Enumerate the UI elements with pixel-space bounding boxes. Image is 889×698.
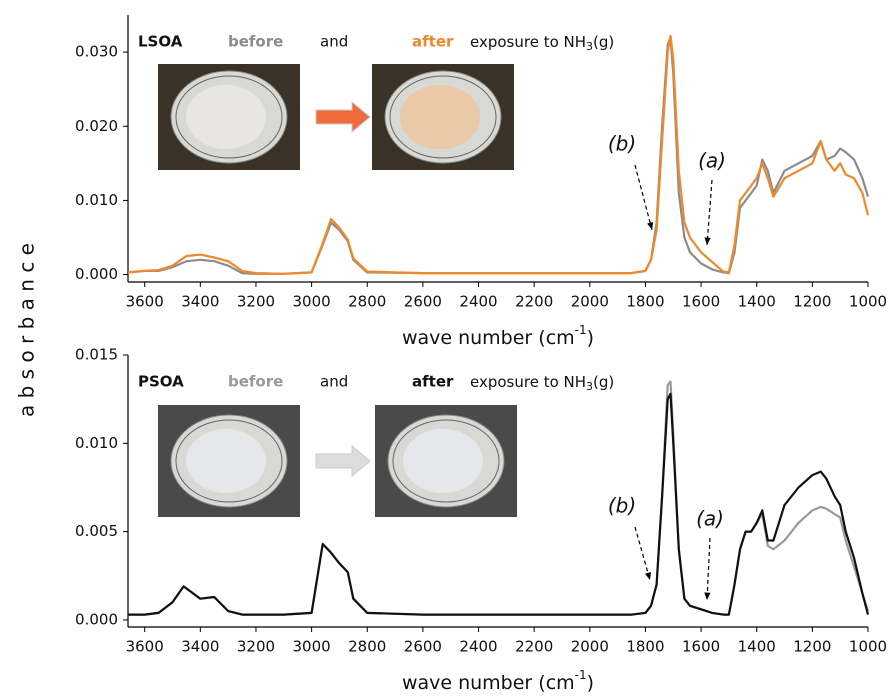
y-tick-label: 0.020 xyxy=(75,117,118,135)
x-tick-label: 1800 xyxy=(626,293,664,311)
x-tick-label: 3200 xyxy=(237,293,275,311)
x-tick-label: 1200 xyxy=(793,293,831,311)
x-tick-label: 1400 xyxy=(738,293,776,311)
annotation-arrow xyxy=(707,538,710,600)
x-axis-label-sup: -1 xyxy=(575,323,587,337)
annotation-arrow xyxy=(635,165,652,230)
x-tick-label: 2800 xyxy=(348,638,386,656)
y-tick-label: 0.015 xyxy=(75,346,118,364)
x-tick-label: 1000 xyxy=(849,638,887,656)
x-tick-label: 2600 xyxy=(404,638,442,656)
exposure-tail: (g) xyxy=(593,33,614,51)
legend-after: after xyxy=(412,33,454,51)
x-axis-label: wave number (cm-1) xyxy=(402,323,594,349)
x-tick-label: 2000 xyxy=(571,638,609,656)
y-tick-label: 0.010 xyxy=(75,434,118,452)
annotation-arrow xyxy=(707,180,712,245)
filter-spot xyxy=(400,85,480,149)
annotation: (b) xyxy=(608,132,636,156)
annotation-arrowhead xyxy=(704,592,710,600)
x-tick-label: 1600 xyxy=(682,293,720,311)
annotation-arrowhead xyxy=(704,237,710,245)
x-tick-label: 3600 xyxy=(126,638,164,656)
x-tick-label: 3400 xyxy=(181,638,219,656)
x-tick-label: 1800 xyxy=(626,638,664,656)
x-tick-label: 3000 xyxy=(293,293,331,311)
x-axis-label-text: wave number (cm xyxy=(402,327,575,349)
legend-before: before xyxy=(228,33,283,51)
x-axis-label: wave number (cm-1) xyxy=(402,668,594,694)
annotation-arrow xyxy=(635,527,650,580)
x-axis-label-sup: -1 xyxy=(575,668,587,682)
x-tick-label: 3400 xyxy=(181,293,219,311)
x-axis-label-text: wave number (cm xyxy=(402,672,575,694)
x-tick-label: 2400 xyxy=(459,293,497,311)
legend-after: after xyxy=(412,373,454,391)
x-tick-label: 2200 xyxy=(515,638,553,656)
legend-before: before xyxy=(228,373,283,391)
legend-connector: and xyxy=(320,373,348,391)
transition-arrow xyxy=(316,102,370,132)
exposure-sub: 3 xyxy=(586,380,593,393)
x-tick-label: 3600 xyxy=(126,293,164,311)
x-tick-label: 1400 xyxy=(738,638,776,656)
x-tick-label: 2400 xyxy=(459,638,497,656)
exposure-text: exposure to NH xyxy=(470,373,586,391)
filter-spot xyxy=(403,429,483,493)
panel-title: PSOA xyxy=(138,373,184,391)
annotation-arrowhead xyxy=(645,572,651,580)
exposure-label: exposure to NH3(g) xyxy=(470,33,614,54)
chart: 0.000 0.010 0.020 0.030 3600 3400 3200 3000 2800… xyxy=(0,0,889,698)
x-tick-label: 3000 xyxy=(293,638,331,656)
x-tick-label: 1200 xyxy=(793,638,831,656)
exposure-tail: (g) xyxy=(593,373,614,391)
exposure-text: exposure to NH xyxy=(470,33,586,51)
y-axis-label: a b s o r b a n c e xyxy=(15,243,39,417)
x-axis-label-close: ) xyxy=(587,672,594,694)
exposure-sub: 3 xyxy=(586,40,593,53)
exposure-label: exposure to NH3(g) xyxy=(470,373,614,394)
filter-spot xyxy=(186,85,266,149)
legend-connector: and xyxy=(320,33,348,51)
x-tick-label: 2000 xyxy=(571,293,609,311)
x-tick-label: 1600 xyxy=(682,638,720,656)
x-tick-label: 1000 xyxy=(849,293,887,311)
annotation: (a) xyxy=(698,149,726,173)
y-tick-label: 0.000 xyxy=(75,265,118,283)
annotation: (a) xyxy=(696,507,724,531)
transition-arrow xyxy=(316,446,370,476)
annotation: (b) xyxy=(608,494,636,518)
x-tick-label: 2600 xyxy=(404,293,442,311)
y-tick-label: 0.000 xyxy=(75,610,118,628)
x-tick-label: 3200 xyxy=(237,638,275,656)
y-tick-label: 0.030 xyxy=(75,43,118,61)
x-tick-label: 2200 xyxy=(515,293,553,311)
x-tick-label: 2800 xyxy=(348,293,386,311)
y-tick-label: 0.005 xyxy=(75,522,118,540)
filter-spot xyxy=(186,429,266,493)
y-tick-label: 0.010 xyxy=(75,191,118,209)
x-axis-label-close: ) xyxy=(587,327,594,349)
panel-title: LSOA xyxy=(138,33,183,51)
